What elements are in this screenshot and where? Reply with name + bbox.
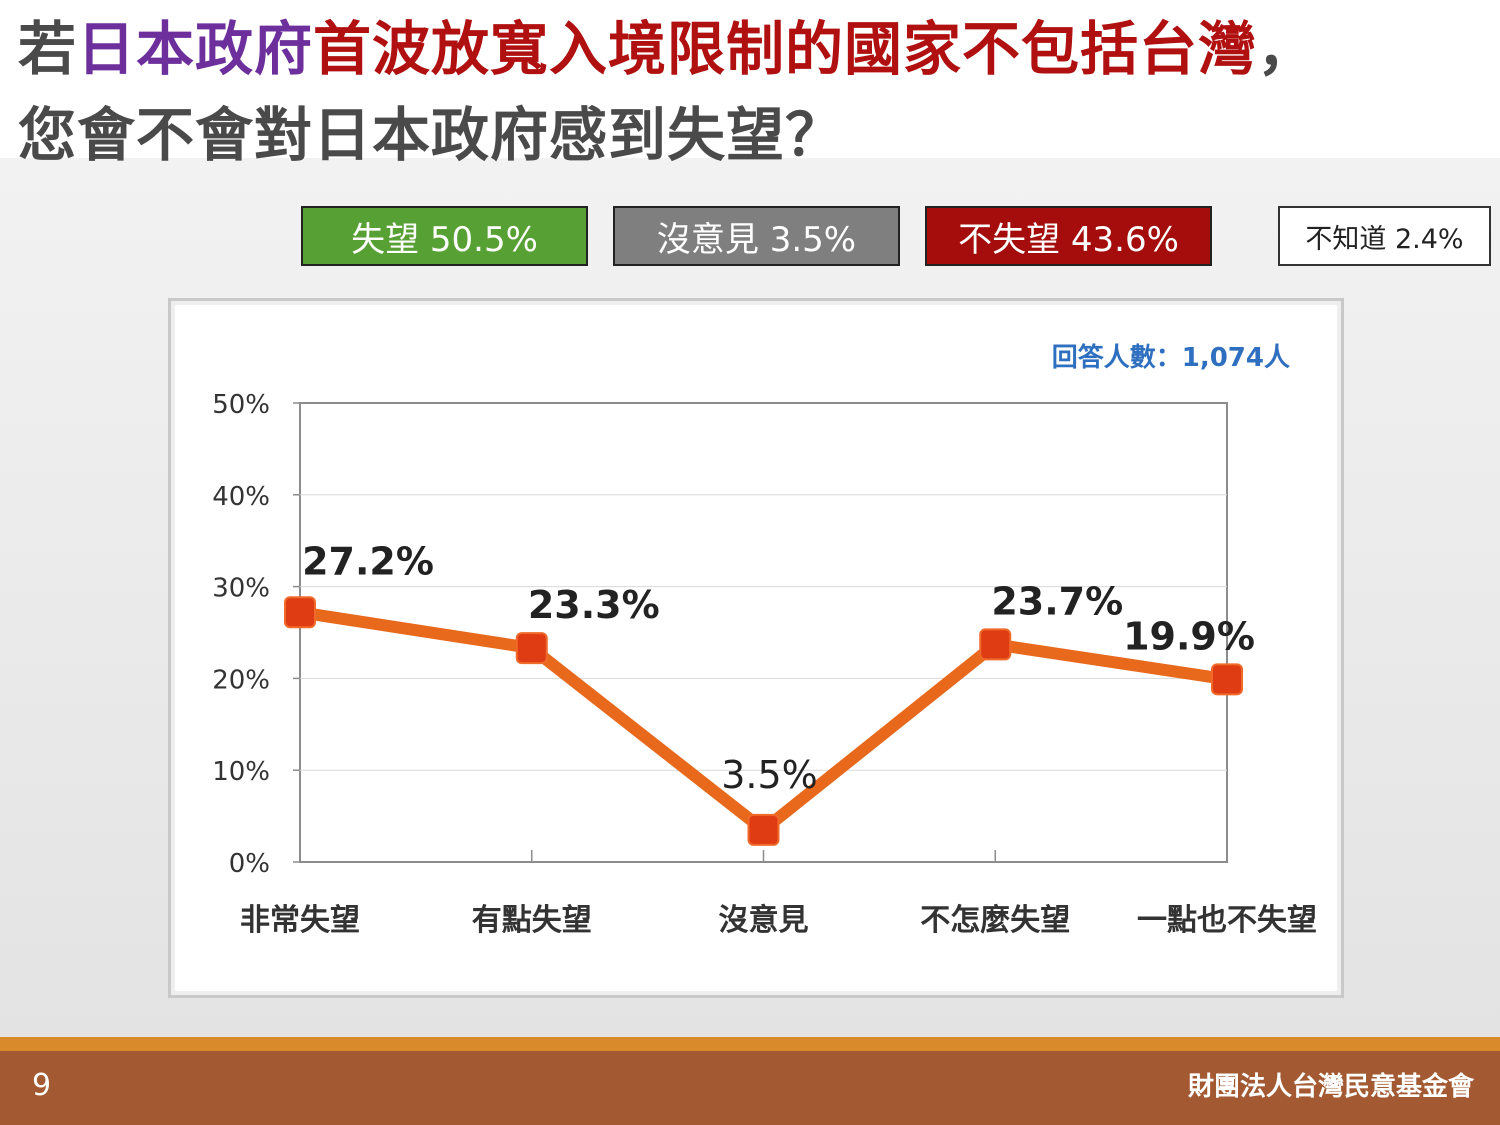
title-prefix: 若 xyxy=(18,15,78,83)
summary-dont-know-box: 不知道 2.4% xyxy=(1278,206,1491,266)
title-highlight-japan-government: 日本政府 xyxy=(77,15,314,83)
y-tick-label: 10% xyxy=(212,757,270,787)
y-tick-label: 30% xyxy=(212,574,270,604)
y-tick-label: 0% xyxy=(229,849,270,879)
summary-disappointed-box: 失望 50.5% xyxy=(301,206,588,266)
title-line-1: 若日本政府首波放寬入境限制的國家不包括台灣， xyxy=(18,6,1488,92)
summary-no-opinion-box: 沒意見 3.5% xyxy=(613,206,900,266)
data-point-marker xyxy=(515,632,548,665)
x-tick-label: 非常失望 xyxy=(240,903,360,938)
organization-name: 財團法人台灣民意基金會 xyxy=(1187,1072,1474,1102)
footer-accent-line xyxy=(0,1037,1500,1051)
y-tick-label: 20% xyxy=(212,665,270,695)
x-tick-label: 沒意見 xyxy=(719,903,809,938)
x-tick-label: 有點失望 xyxy=(472,903,592,938)
data-label: 3.5% xyxy=(721,753,818,797)
data-point-marker xyxy=(284,596,316,629)
data-point-marker xyxy=(979,628,1012,661)
x-tick-label: 一點也不失望 xyxy=(1137,903,1317,938)
data-label: 19.9% xyxy=(1123,614,1255,658)
slide-title: 若日本政府首波放寬入境限制的國家不包括台灣， 您會不會對日本政府感到失望？ xyxy=(18,6,1488,178)
data-point-marker xyxy=(747,813,780,846)
page-number: 9 xyxy=(32,1068,52,1103)
y-tick-label: 40% xyxy=(212,482,270,512)
data-point-marker xyxy=(1211,663,1243,696)
summary-not-disappointed-box: 不失望 43.6% xyxy=(925,206,1212,266)
title-line-2: 您會不會對日本政府感到失望？ xyxy=(18,101,845,169)
x-tick-label: 不怎麼失望 xyxy=(920,903,1070,938)
data-label: 27.2% xyxy=(302,539,434,583)
title-highlight-restriction: 首波放寬入境限制的國家不包括台灣 xyxy=(313,15,1258,83)
data-label: 23.3% xyxy=(528,583,660,627)
y-tick-label: 50% xyxy=(212,390,270,420)
footer-bar xyxy=(0,1051,1500,1125)
title-suffix: ， xyxy=(1257,15,1317,83)
respondents-note: 回答人數：1,074人 xyxy=(1052,342,1290,373)
data-label: 23.7% xyxy=(991,579,1123,623)
